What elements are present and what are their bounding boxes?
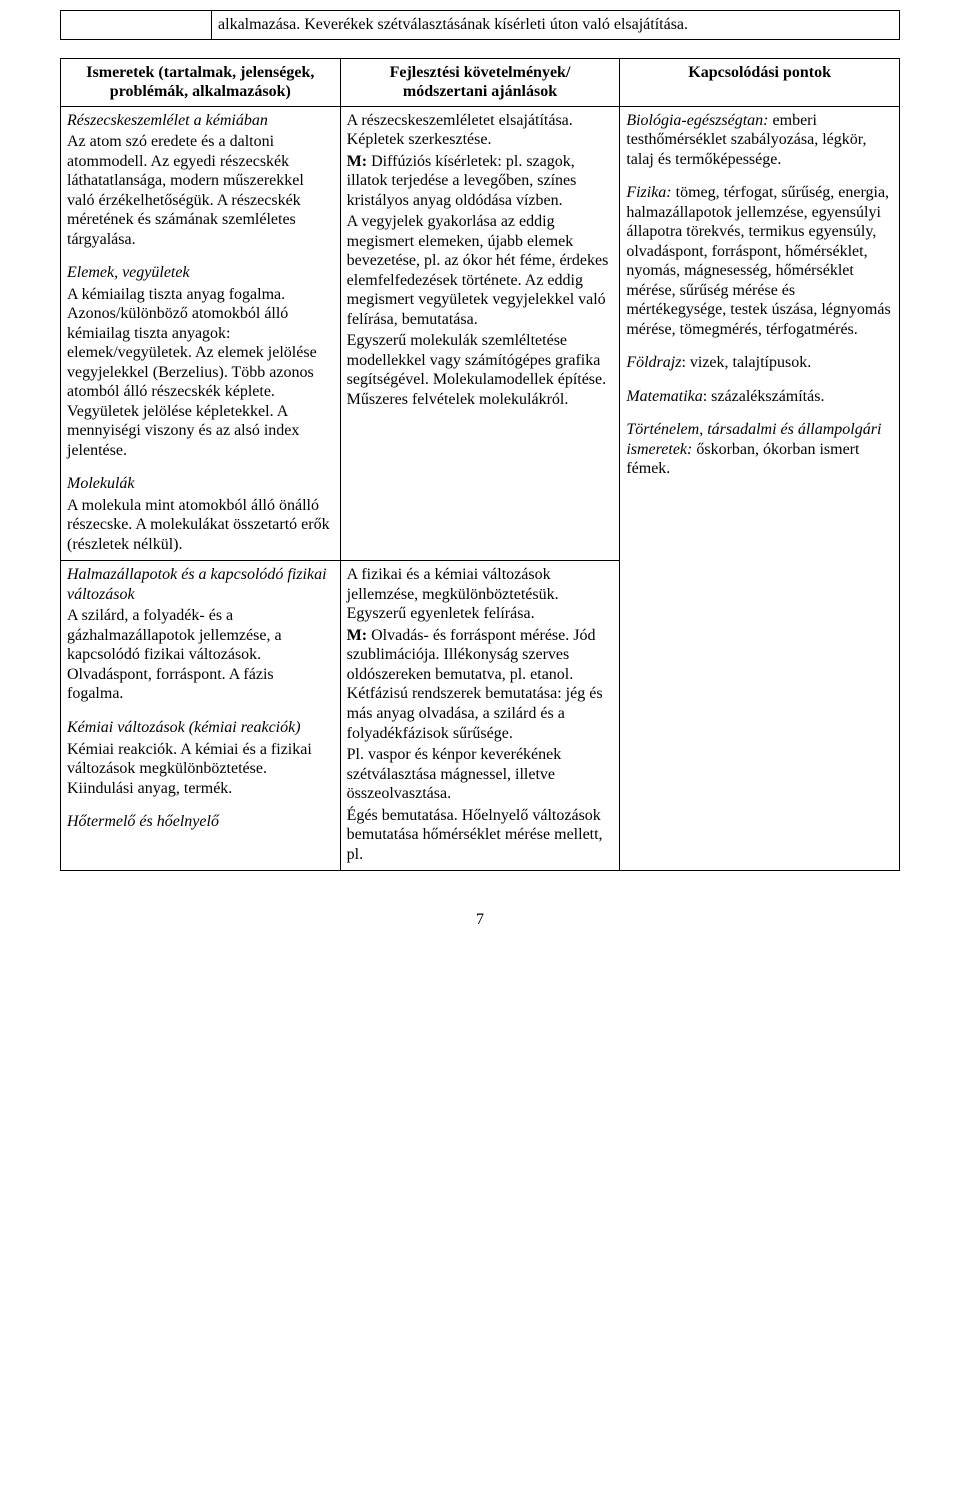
c1-block2: Elemek, vegyületek A kémiailag tiszta an… bbox=[67, 263, 334, 460]
c3-p3-body: : vizek, talajtípusok. bbox=[681, 354, 811, 371]
header-col3: Kapcsolódási pontok bbox=[620, 58, 900, 106]
c1-p6-title: Hőtermelő és hőelnyelő bbox=[67, 813, 219, 830]
c2-p1c: A vegyjelek gyakorlása az eddig megismer… bbox=[347, 212, 614, 329]
c3-block4: Matematika: százalékszámítás. bbox=[626, 387, 893, 407]
header-col3-text: Kapcsolódási pontok bbox=[688, 64, 831, 81]
c2-p2b: Olvadás- és forráspont mérése. Jód szubl… bbox=[347, 627, 603, 742]
top-table-text-cell: alkalmazása. Keverékek szétválasztásának… bbox=[212, 11, 900, 40]
c2-p2c: Pl. vaspor és kénpor keverékének szétvál… bbox=[347, 745, 614, 804]
c1-block6: Hőtermelő és hőelnyelő bbox=[67, 812, 334, 832]
c1-p1-body: Az atom szó eredete és a daltoni atommod… bbox=[67, 132, 334, 249]
c2-p1d: Egyszerű molekulák szemléltetése modelle… bbox=[347, 331, 614, 409]
header-col1-text: Ismeretek (tartalmak, jelenségek, problé… bbox=[86, 64, 314, 101]
c1-block5: Kémiai változások (kémiai reakciók) Kémi… bbox=[67, 718, 334, 798]
c1-block3: Molekulák A molekula mint atomokból álló… bbox=[67, 474, 334, 554]
c2-p2a: A fizikai és a kémiai változások jellemz… bbox=[347, 565, 614, 624]
table-row: Részecskeszemlélet a kémiában Az atom sz… bbox=[61, 106, 900, 561]
c1-p5-body: Kémiai reakciók. A kémiai és a fizikai v… bbox=[67, 740, 334, 799]
c2-p1a: A részecskeszemléletet elsajátítása. Kép… bbox=[347, 111, 614, 150]
table-header-row: Ismeretek (tartalmak, jelenségek, problé… bbox=[61, 58, 900, 106]
c3-p1-label: Biológia-egészségtan: bbox=[626, 112, 768, 129]
header-col1: Ismeretek (tartalmak, jelenségek, problé… bbox=[61, 58, 341, 106]
c3-p3-label: Földrajz bbox=[626, 354, 681, 371]
c1-p1-title: Részecskeszemlélet a kémiában bbox=[67, 112, 268, 129]
c1-p3-body: A molekula mint atomokból álló önálló ré… bbox=[67, 496, 334, 555]
table-row: alkalmazása. Keverékek szétválasztásának… bbox=[61, 11, 900, 40]
c1-p4-body: A szilárd, a folyadék- és a gázhalmazáll… bbox=[67, 606, 334, 704]
top-table: alkalmazása. Keverékek szétválasztásának… bbox=[60, 10, 900, 40]
page-number: 7 bbox=[60, 911, 900, 929]
c3-block5: Történelem, társadalmi és állampolgári i… bbox=[626, 420, 893, 479]
col1-row2: Halmazállapotok és a kapcsolódó fizikai … bbox=[61, 561, 341, 871]
header-col2: Fejlesztési követelmények/ módszertani a… bbox=[340, 58, 620, 106]
c1-block1: Részecskeszemlélet a kémiában Az atom sz… bbox=[67, 111, 334, 250]
c1-block4: Halmazállapotok és a kapcsolódó fizikai … bbox=[67, 565, 334, 704]
header-col2-text: Fejlesztési követelmények/ módszertani a… bbox=[390, 64, 571, 101]
c2-p1b-line: M: Diffúziós kísérletek: pl. szagok, ill… bbox=[347, 152, 614, 211]
col2-row2: A fizikai és a kémiai változások jellemz… bbox=[340, 561, 620, 871]
top-table-empty-cell bbox=[61, 11, 212, 40]
c3-block3: Földrajz: vizek, talajtípusok. bbox=[626, 353, 893, 373]
col3-merged: Biológia-egészségtan: emberi testhőmérsé… bbox=[620, 106, 900, 871]
c3-p2-label: Fizika: bbox=[626, 184, 671, 201]
c3-block1: Biológia-egészségtan: emberi testhőmérsé… bbox=[626, 111, 893, 170]
c3-p4-body: : százalékszámítás. bbox=[703, 388, 825, 405]
c1-p5-title: Kémiai változások (kémiai reakciók) bbox=[67, 719, 301, 736]
col2-row1: A részecskeszemléletet elsajátítása. Kép… bbox=[340, 106, 620, 561]
main-table: Ismeretek (tartalmak, jelenségek, problé… bbox=[60, 58, 900, 872]
document-page: alkalmazása. Keverékek szétválasztásának… bbox=[0, 0, 960, 959]
c3-p2-body: tömeg, térfogat, sűrűség, energia, halma… bbox=[626, 184, 890, 338]
c2-p2b-line: M: Olvadás- és forráspont mérése. Jód sz… bbox=[347, 626, 614, 743]
c3-p4-label: Matematika bbox=[626, 388, 702, 405]
top-table-text: alkalmazása. Keverékek szétválasztásának… bbox=[218, 16, 688, 33]
c3-block2: Fizika: tömeg, térfogat, sűrűség, energi… bbox=[626, 183, 893, 339]
col1-row1: Részecskeszemlélet a kémiában Az atom sz… bbox=[61, 106, 341, 561]
c1-p4-title: Halmazállapotok és a kapcsolódó fizikai … bbox=[67, 566, 327, 603]
c1-p2-body: A kémiailag tiszta anyag fogalma. Azonos… bbox=[67, 285, 334, 461]
c2-p1b: Diffúziós kísérletek: pl. szagok, illato… bbox=[347, 153, 577, 209]
c2-p2b-label: M: bbox=[347, 627, 367, 644]
c1-p2-title: Elemek, vegyületek bbox=[67, 264, 190, 281]
c2-p2d: Égés bemutatása. Hőelnyelő változások be… bbox=[347, 806, 614, 865]
c2-p1b-label: M: bbox=[347, 153, 367, 170]
c1-p3-title: Molekulák bbox=[67, 475, 135, 492]
